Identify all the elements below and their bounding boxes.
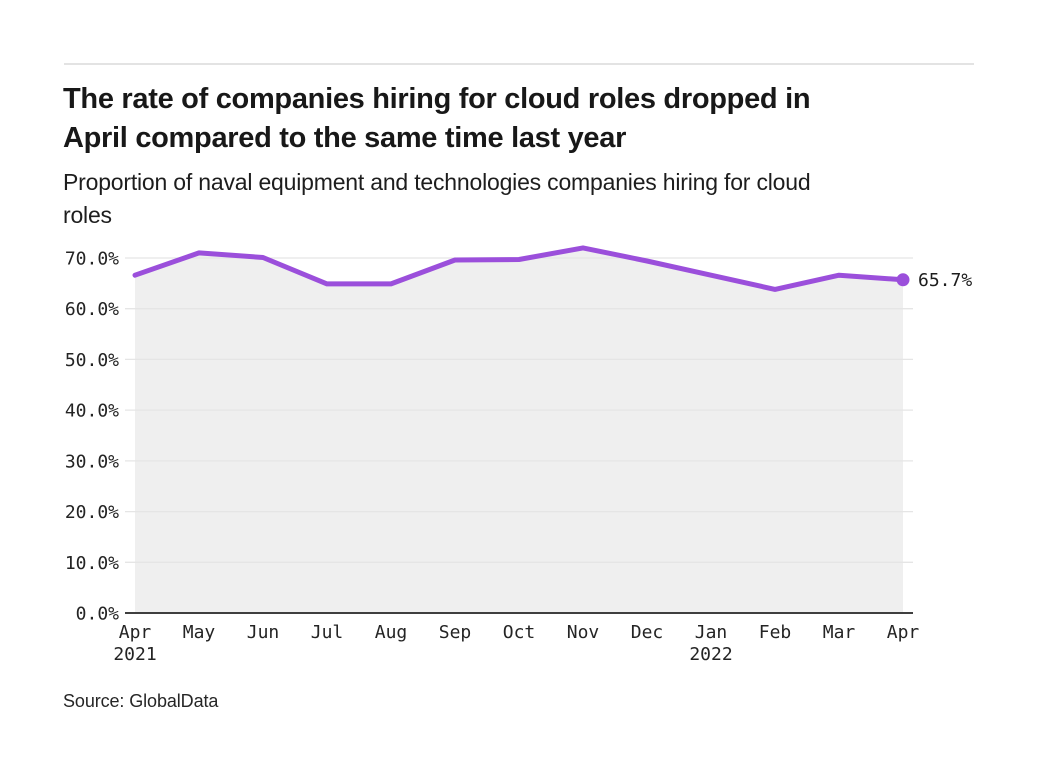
x-tick-label: Apr	[119, 622, 152, 643]
end-point-label: 65.7%	[918, 270, 972, 291]
top-divider	[64, 63, 974, 65]
series-area	[135, 247, 903, 613]
x-tick-label: May	[183, 622, 216, 643]
y-tick-label: 40.0%	[65, 401, 119, 422]
x-tick-label: Jan	[695, 622, 728, 643]
x-tick-label: Jul	[311, 622, 344, 643]
y-tick-label: 30.0%	[65, 451, 119, 472]
chart-title-line2: April compared to the same time last yea…	[63, 122, 627, 154]
series-line	[132, 245, 906, 292]
source-caption: Source: GlobalData	[63, 691, 219, 711]
chart-title: The rate of companies hiring for cloud r…	[63, 80, 983, 158]
x-tick-label: Apr	[887, 622, 920, 643]
line-chart: 0.0% 10.0% 20.0% 30.0% 40.0% 50.0% 60.0% 70.0% A…	[65, 245, 972, 665]
y-tick-label: 20.0%	[65, 502, 119, 523]
y-tick-label: 70.0%	[65, 249, 119, 270]
chart-title-line1: The rate of companies hiring for cloud r…	[63, 83, 811, 115]
end-point-dot	[896, 273, 910, 287]
x-tick-label: Dec	[631, 622, 664, 643]
x-tick-label: Mar	[823, 622, 856, 643]
x-tick-label: Aug	[375, 622, 408, 643]
y-tick-label: 50.0%	[65, 350, 119, 371]
x-tick-label: Oct	[503, 622, 536, 643]
x-tick-year-label: 2022	[689, 644, 732, 665]
x-tick-year-label: 2021	[113, 644, 156, 665]
chart-subtitle-line2: roles	[63, 202, 112, 228]
x-tick-label: Feb	[759, 622, 792, 643]
x-tick-label: Jun	[247, 622, 280, 643]
chart-subtitle-line1: Proportion of naval equipment and techno…	[63, 169, 811, 195]
chart-subtitle: Proportion of naval equipment and techno…	[63, 166, 1003, 232]
y-tick-label: 60.0%	[65, 299, 119, 320]
x-tick-label: Nov	[567, 622, 600, 643]
y-tick-label: 0.0%	[76, 604, 120, 625]
y-tick-label: 10.0%	[65, 553, 119, 574]
x-tick-label: Sep	[439, 622, 472, 643]
